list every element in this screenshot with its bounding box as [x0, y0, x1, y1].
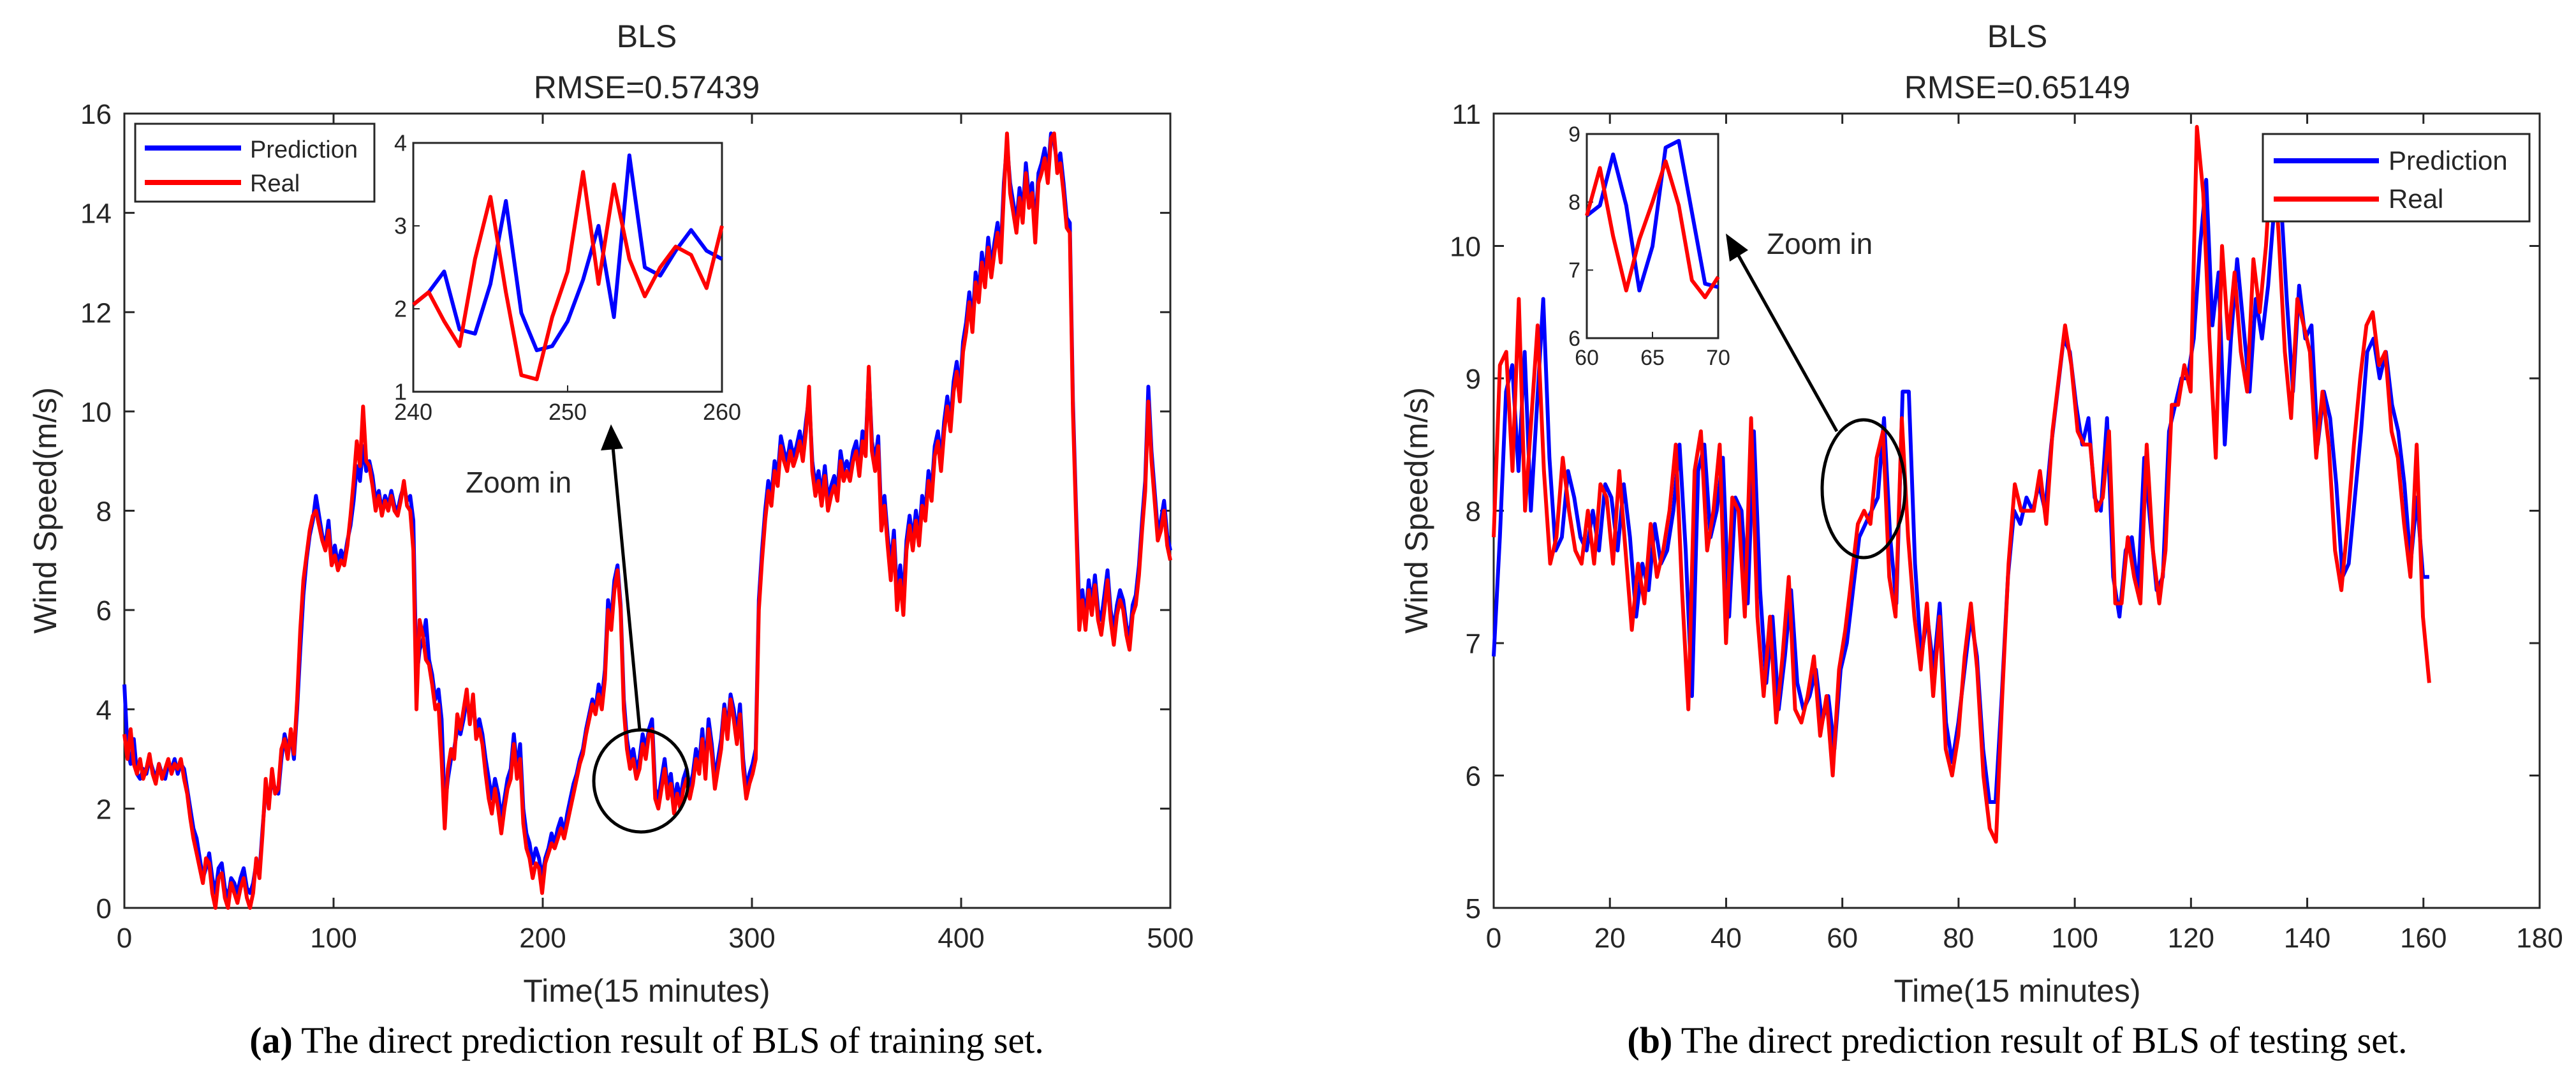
inset-ticks: 60 65 70 6 7 8 9: [1568, 123, 1730, 370]
x-tick-label: 500: [1147, 923, 1193, 954]
inset-series: [1585, 138, 1720, 299]
inset-series: [412, 153, 724, 382]
y-tick-label: 9: [1466, 364, 1481, 395]
inset-y-tick-label: 1: [394, 379, 407, 405]
x-tick-label: 0: [1486, 923, 1501, 954]
x-tick-label: 300: [728, 923, 775, 954]
x-axis-label: Time(15 minutes): [1894, 973, 2140, 1009]
zoom-arrow: [1733, 248, 1839, 433]
x-tick-label: 100: [2051, 923, 2098, 954]
series-group: [122, 131, 1172, 910]
zoom-arrow-head: [601, 424, 623, 450]
inset-line-real: [1585, 159, 1720, 299]
chart-title-line2: RMSE=0.65149: [1904, 70, 2130, 105]
panel-a: BLS RMSE=0.57439 0 100 200 300 400 500 0 2 4 6 8 10…: [27, 19, 1194, 1061]
y-tick-label: 6: [1466, 761, 1481, 792]
inset-x-tick-label: 260: [703, 399, 741, 425]
inset-ticks: 240 250 260 1 2 3 4: [394, 130, 741, 425]
zoom-in-label: Zoom in: [1767, 227, 1873, 260]
inset-x-tick-label: 60: [1575, 346, 1599, 370]
y-tick-label: 7: [1466, 628, 1481, 660]
chart-title-line2: RMSE=0.57439: [534, 70, 760, 105]
x-tick-label: 60: [1827, 923, 1858, 954]
legend-label-real: Real: [250, 170, 300, 197]
y-tick-label: 10: [1450, 232, 1481, 263]
y-tick-label: 8: [96, 496, 112, 528]
x-tick-label: 120: [2168, 923, 2214, 954]
legend-label-prediction: Prediction: [2388, 145, 2508, 175]
inset-x-tick-label: 240: [394, 399, 432, 425]
zoom-circle: [1820, 418, 1907, 560]
x-tick-label: 0: [117, 923, 132, 954]
x-tick-label: 140: [2284, 923, 2330, 954]
legend: Prediction Real: [2262, 133, 2531, 223]
y-tick-label: 5: [1466, 893, 1481, 924]
inset-x-tick-label: 65: [1640, 346, 1665, 370]
y-tick-label: 8: [1466, 496, 1481, 528]
inset-x-tick-label: 70: [1706, 346, 1730, 370]
inset-chart: 240 250 260 1 2 3 4: [394, 130, 741, 425]
x-tick-label: 40: [1711, 923, 1742, 954]
y-tick-label: 12: [80, 297, 112, 329]
caption-b: (b) The direct prediction result of BLS …: [1627, 1020, 2407, 1061]
y-tick-label: 16: [80, 99, 112, 130]
y-axis-label: Wind Speed(m/s): [1399, 387, 1434, 634]
inset-line-real: [412, 170, 724, 382]
x-tick-label: 20: [1594, 923, 1626, 954]
inset-line-prediction: [1586, 138, 1719, 293]
x-axis-label: Time(15 minutes): [523, 973, 770, 1009]
inset-y-tick-label: 3: [394, 213, 407, 239]
inset-y-tick-label: 6: [1568, 327, 1580, 351]
x-tick-label: 80: [1943, 923, 1974, 954]
y-tick-label: 0: [96, 893, 112, 924]
y-tick-label: 2: [96, 794, 112, 825]
legend-box: [134, 123, 376, 203]
zoom-in-label: Zoom in: [466, 466, 571, 499]
y-axis-label: Wind Speed(m/s): [27, 387, 63, 634]
axis-ticks: 0 20 40 60 80 100 120 140 160 180 5 6 7 8 9 10 11: [1450, 99, 2563, 954]
zoom-arrow-head: [1726, 234, 1748, 262]
y-tick-label: 14: [80, 198, 112, 230]
zoom-arrow: [610, 440, 642, 731]
inset-line-prediction: [412, 153, 723, 352]
inset-x-tick-label: 250: [548, 399, 587, 425]
chart-title-line1: BLS: [1987, 19, 2048, 54]
inset-y-tick-label: 7: [1568, 258, 1580, 283]
inset-chart: 60 65 70 6 7 8 9: [1568, 123, 1730, 370]
legend-box: [2262, 133, 2531, 223]
inset-y-tick-label: 8: [1568, 191, 1580, 215]
x-tick-label: 100: [310, 923, 357, 954]
inset-y-tick-label: 9: [1568, 123, 1580, 147]
inset-y-tick-label: 4: [394, 130, 407, 156]
chart-title-line1: BLS: [617, 19, 677, 54]
y-tick-label: 11: [1452, 99, 1481, 130]
x-tick-label: 160: [2400, 923, 2447, 954]
x-tick-label: 180: [2516, 923, 2563, 954]
caption-a: (a) The direct prediction result of BLS …: [249, 1020, 1044, 1061]
zoom-circle: [592, 728, 690, 834]
legend: Prediction Real: [134, 123, 376, 203]
legend-label-prediction: Prediction: [250, 137, 358, 163]
series-line-real: [122, 131, 1172, 910]
legend-label-real: Real: [2388, 184, 2443, 214]
x-tick-label: 200: [519, 923, 566, 954]
y-tick-label: 4: [96, 695, 112, 726]
x-tick-label: 400: [938, 923, 984, 954]
y-tick-label: 10: [80, 397, 112, 428]
panel-b: BLS RMSE=0.65149 0 20 40 60 80 100 120 140 160 18…: [1399, 19, 2563, 1061]
y-tick-label: 6: [96, 595, 112, 627]
inset-y-tick-label: 2: [394, 296, 407, 322]
